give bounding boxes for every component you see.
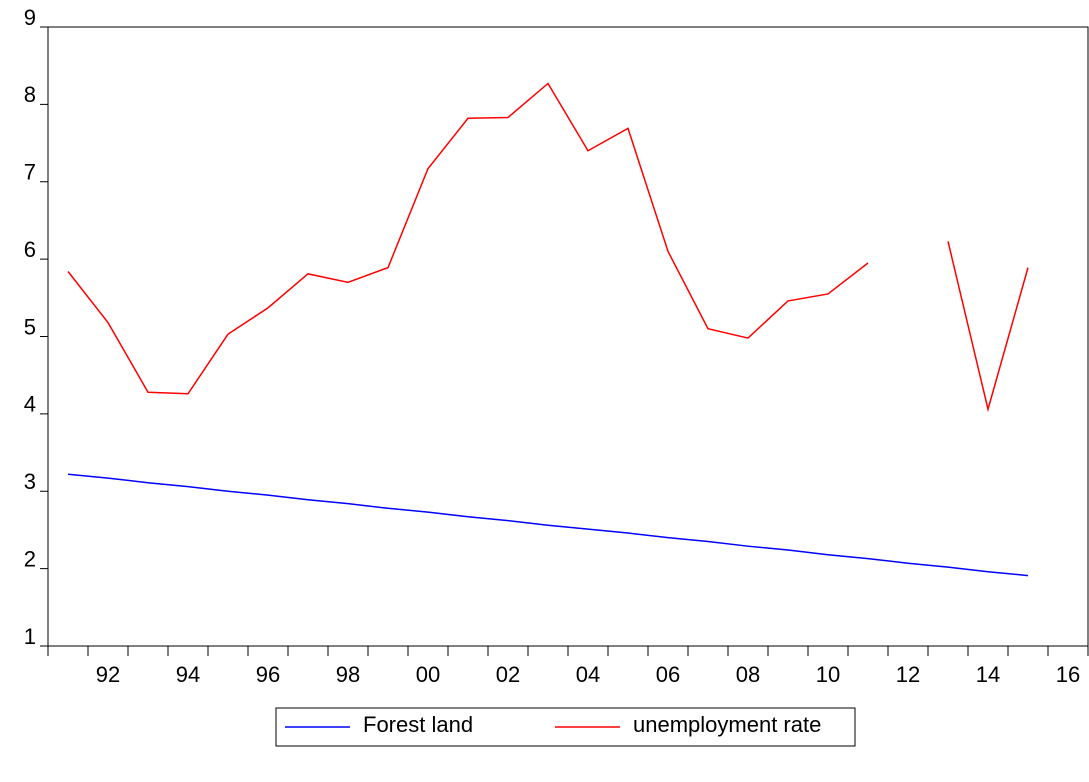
x-tick-label: 92 [96, 662, 120, 687]
legend-label: unemployment rate [633, 712, 821, 737]
x-tick-label: 94 [176, 662, 200, 687]
y-tick-label: 9 [24, 5, 36, 30]
x-tick-label: 98 [336, 662, 360, 687]
x-tick-label: 06 [656, 662, 680, 687]
y-tick-label: 7 [24, 160, 36, 185]
x-tick-label: 00 [416, 662, 440, 687]
series-line [67, 473, 1029, 577]
x-tick-label: 16 [1056, 662, 1080, 687]
x-tick-label: 02 [496, 662, 520, 687]
legend-label: Forest land [363, 712, 473, 737]
x-tick-label: 14 [976, 662, 1000, 687]
y-tick-label: 5 [24, 314, 36, 339]
x-tick-label: 12 [896, 662, 920, 687]
y-tick-label: 1 [24, 624, 36, 649]
series-line [67, 82, 1029, 413]
y-tick-label: 8 [24, 82, 36, 107]
y-tick-label: 2 [24, 546, 36, 571]
x-tick-label: 10 [816, 662, 840, 687]
y-tick-label: 4 [24, 392, 36, 417]
plot-frame [47, 26, 1089, 647]
x-tick-label: 96 [256, 662, 280, 687]
x-tick-label: 08 [736, 662, 760, 687]
x-tick-label: 04 [576, 662, 600, 687]
y-tick-label: 3 [24, 469, 36, 494]
y-tick-label: 6 [24, 237, 36, 262]
